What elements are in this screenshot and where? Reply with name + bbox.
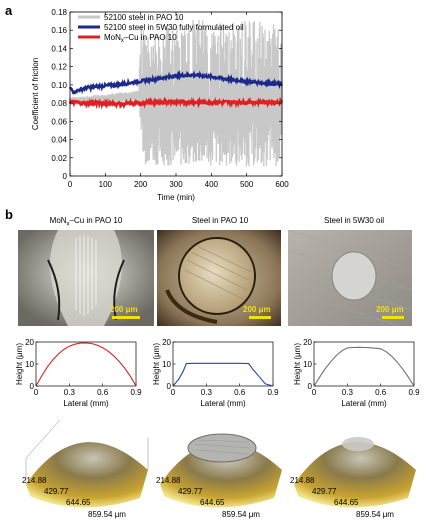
- y-tick-label: 0.12: [51, 63, 67, 72]
- x-tick-label: 100: [99, 180, 113, 189]
- micrograph-title-steel-5w30: Steel in 5W30 oil: [323, 216, 385, 225]
- profile-x-tick-label: 0.6: [375, 388, 387, 397]
- surface-2-dim-3: 644.65: [200, 498, 225, 507]
- micrograph-mon-cu: 200 μm: [18, 230, 154, 326]
- micrograph-title-mon: MoNx–Cu in PAO 10: [49, 216, 123, 228]
- legend-entry: MoNx–Cu in PAO 10: [104, 33, 177, 44]
- surface-3-dim-2: 429.77: [312, 487, 337, 496]
- profile-y-tick-label: 20: [303, 338, 312, 347]
- profile-x-tick-label: 0: [171, 388, 176, 397]
- profile-y-tick-label: 10: [303, 360, 312, 369]
- profile-x-tick-label: 0.3: [201, 388, 213, 397]
- x-tick-label: 500: [240, 180, 254, 189]
- surface-3d-mon-cu: [25, 419, 149, 508]
- surface-3-dim-4: 859.54 μm: [356, 510, 394, 519]
- profile-y-tick-label: 0: [167, 382, 172, 391]
- scale-label: 200 μm: [110, 305, 138, 314]
- profile-x-tick-label: 0.6: [234, 388, 246, 397]
- surface-1-dim-4: 859.54 μm: [88, 510, 126, 519]
- profile-y-tick-label: 20: [162, 338, 171, 347]
- profile-x-axis-label: Lateral (mm): [341, 399, 387, 408]
- y-tick-label: 0: [63, 172, 68, 181]
- profile-y-axis-label: Height (μm): [152, 343, 161, 385]
- profile-y-tick-label: 20: [25, 338, 34, 347]
- surface-3d-steel-5w30: [294, 437, 416, 508]
- series-mon-cu-line: [68, 96, 284, 110]
- y-tick-label: 0.18: [51, 8, 67, 17]
- surface-1-dim-1: 214.88: [22, 476, 47, 485]
- profile-y-axis-label: Height (μm): [293, 343, 302, 385]
- scale-bar: [382, 316, 404, 319]
- profile-y-axis-label: Height (μm): [15, 343, 24, 385]
- x-tick-label: 600: [275, 180, 289, 189]
- profile-x-tick-label: 0.3: [342, 388, 354, 397]
- surface-2-dim-4: 859.54 μm: [222, 510, 260, 519]
- profile-y-tick-label: 0: [308, 382, 313, 391]
- profile-chart-mon-cu: 0 10 20 0 0.3 0.6 0.9 Lateral (mm) Height (μm): [15, 338, 142, 408]
- x-tick-label: 400: [205, 180, 219, 189]
- friction-chart: 0 0.02 0.04 0.06 0.08 0.10 0.12 0.14 0.16 0.18 0 10…: [31, 8, 289, 202]
- y-tick-label: 0.02: [51, 154, 67, 163]
- profile-line: [172, 362, 274, 387]
- profile-x-axis-label: Lateral (mm): [63, 399, 109, 408]
- x-tick-label: 200: [134, 180, 148, 189]
- surface-2-dim-2: 429.77: [178, 487, 203, 496]
- profile-y-tick-label: 10: [162, 360, 171, 369]
- profile-line: [313, 346, 415, 387]
- legend-entry: 52100 steel in 5W30 fully formulated oil: [104, 23, 244, 32]
- profile-x-axis-label: Lateral (mm): [200, 399, 246, 408]
- profile-x-tick-label: 0.6: [97, 388, 109, 397]
- scale-label: 200 μm: [376, 305, 404, 314]
- profile-y-tick-label: 0: [30, 382, 35, 391]
- surface-3-dim-3: 644.65: [334, 498, 359, 507]
- profile-chart-steel-5w30: 0 10 20 0 0.3 0.6 0.9 Lateral (mm) Height (μm): [293, 338, 420, 408]
- profile-x-tick-label: 0: [34, 388, 39, 397]
- micrograph-steel-5w30: 200 μm: [288, 230, 412, 326]
- scale-bar: [249, 316, 271, 319]
- series-steel-5w30-line: [68, 70, 283, 95]
- profile-line: [35, 342, 137, 387]
- y-axis-label: Coefficient of friction: [31, 58, 40, 130]
- profile-x-tick-label: 0.9: [130, 388, 142, 397]
- profile-y-tick-label: 10: [25, 360, 34, 369]
- y-tick-label: 0.10: [51, 81, 67, 90]
- y-tick-label: 0.16: [51, 26, 67, 35]
- profile-x-tick-label: 0.3: [64, 388, 76, 397]
- surface-1-dim-2: 429.77: [44, 487, 69, 496]
- scale-bar: [112, 316, 140, 319]
- surface-3d-steel-pao: [160, 433, 282, 508]
- surface-2-dim-1: 214.88: [156, 476, 181, 485]
- panel-b-letter: b: [5, 207, 13, 222]
- profile-x-tick-label: 0.9: [267, 388, 279, 397]
- surface-3-dim-1: 214.88: [290, 476, 315, 485]
- legend-entry: 52100 steel in PAO 10: [104, 13, 184, 22]
- y-tick-label: 0.14: [51, 44, 67, 53]
- y-tick-label: 0.04: [51, 136, 67, 145]
- micrograph-title-steel-pao: Steel in PAO 10: [191, 216, 249, 225]
- profile-chart-steel-pao: 0 10 20 0 0.3 0.6 0.9 Lateral (mm) Height (μm): [152, 338, 279, 408]
- x-tick-label: 300: [169, 180, 183, 189]
- y-tick-label: 0.06: [51, 117, 67, 126]
- micrograph-steel-pao: 200 μm: [157, 230, 281, 326]
- scale-label: 200 μm: [243, 305, 271, 314]
- surface-1-dim-3: 644.65: [66, 498, 91, 507]
- profile-x-tick-label: 0: [312, 388, 317, 397]
- x-tick-label: 0: [68, 180, 73, 189]
- profile-x-tick-label: 0.9: [408, 388, 420, 397]
- y-tick-label: 0.08: [51, 99, 67, 108]
- panel-a-letter: a: [5, 3, 13, 18]
- x-axis-label: Time (min): [157, 193, 195, 202]
